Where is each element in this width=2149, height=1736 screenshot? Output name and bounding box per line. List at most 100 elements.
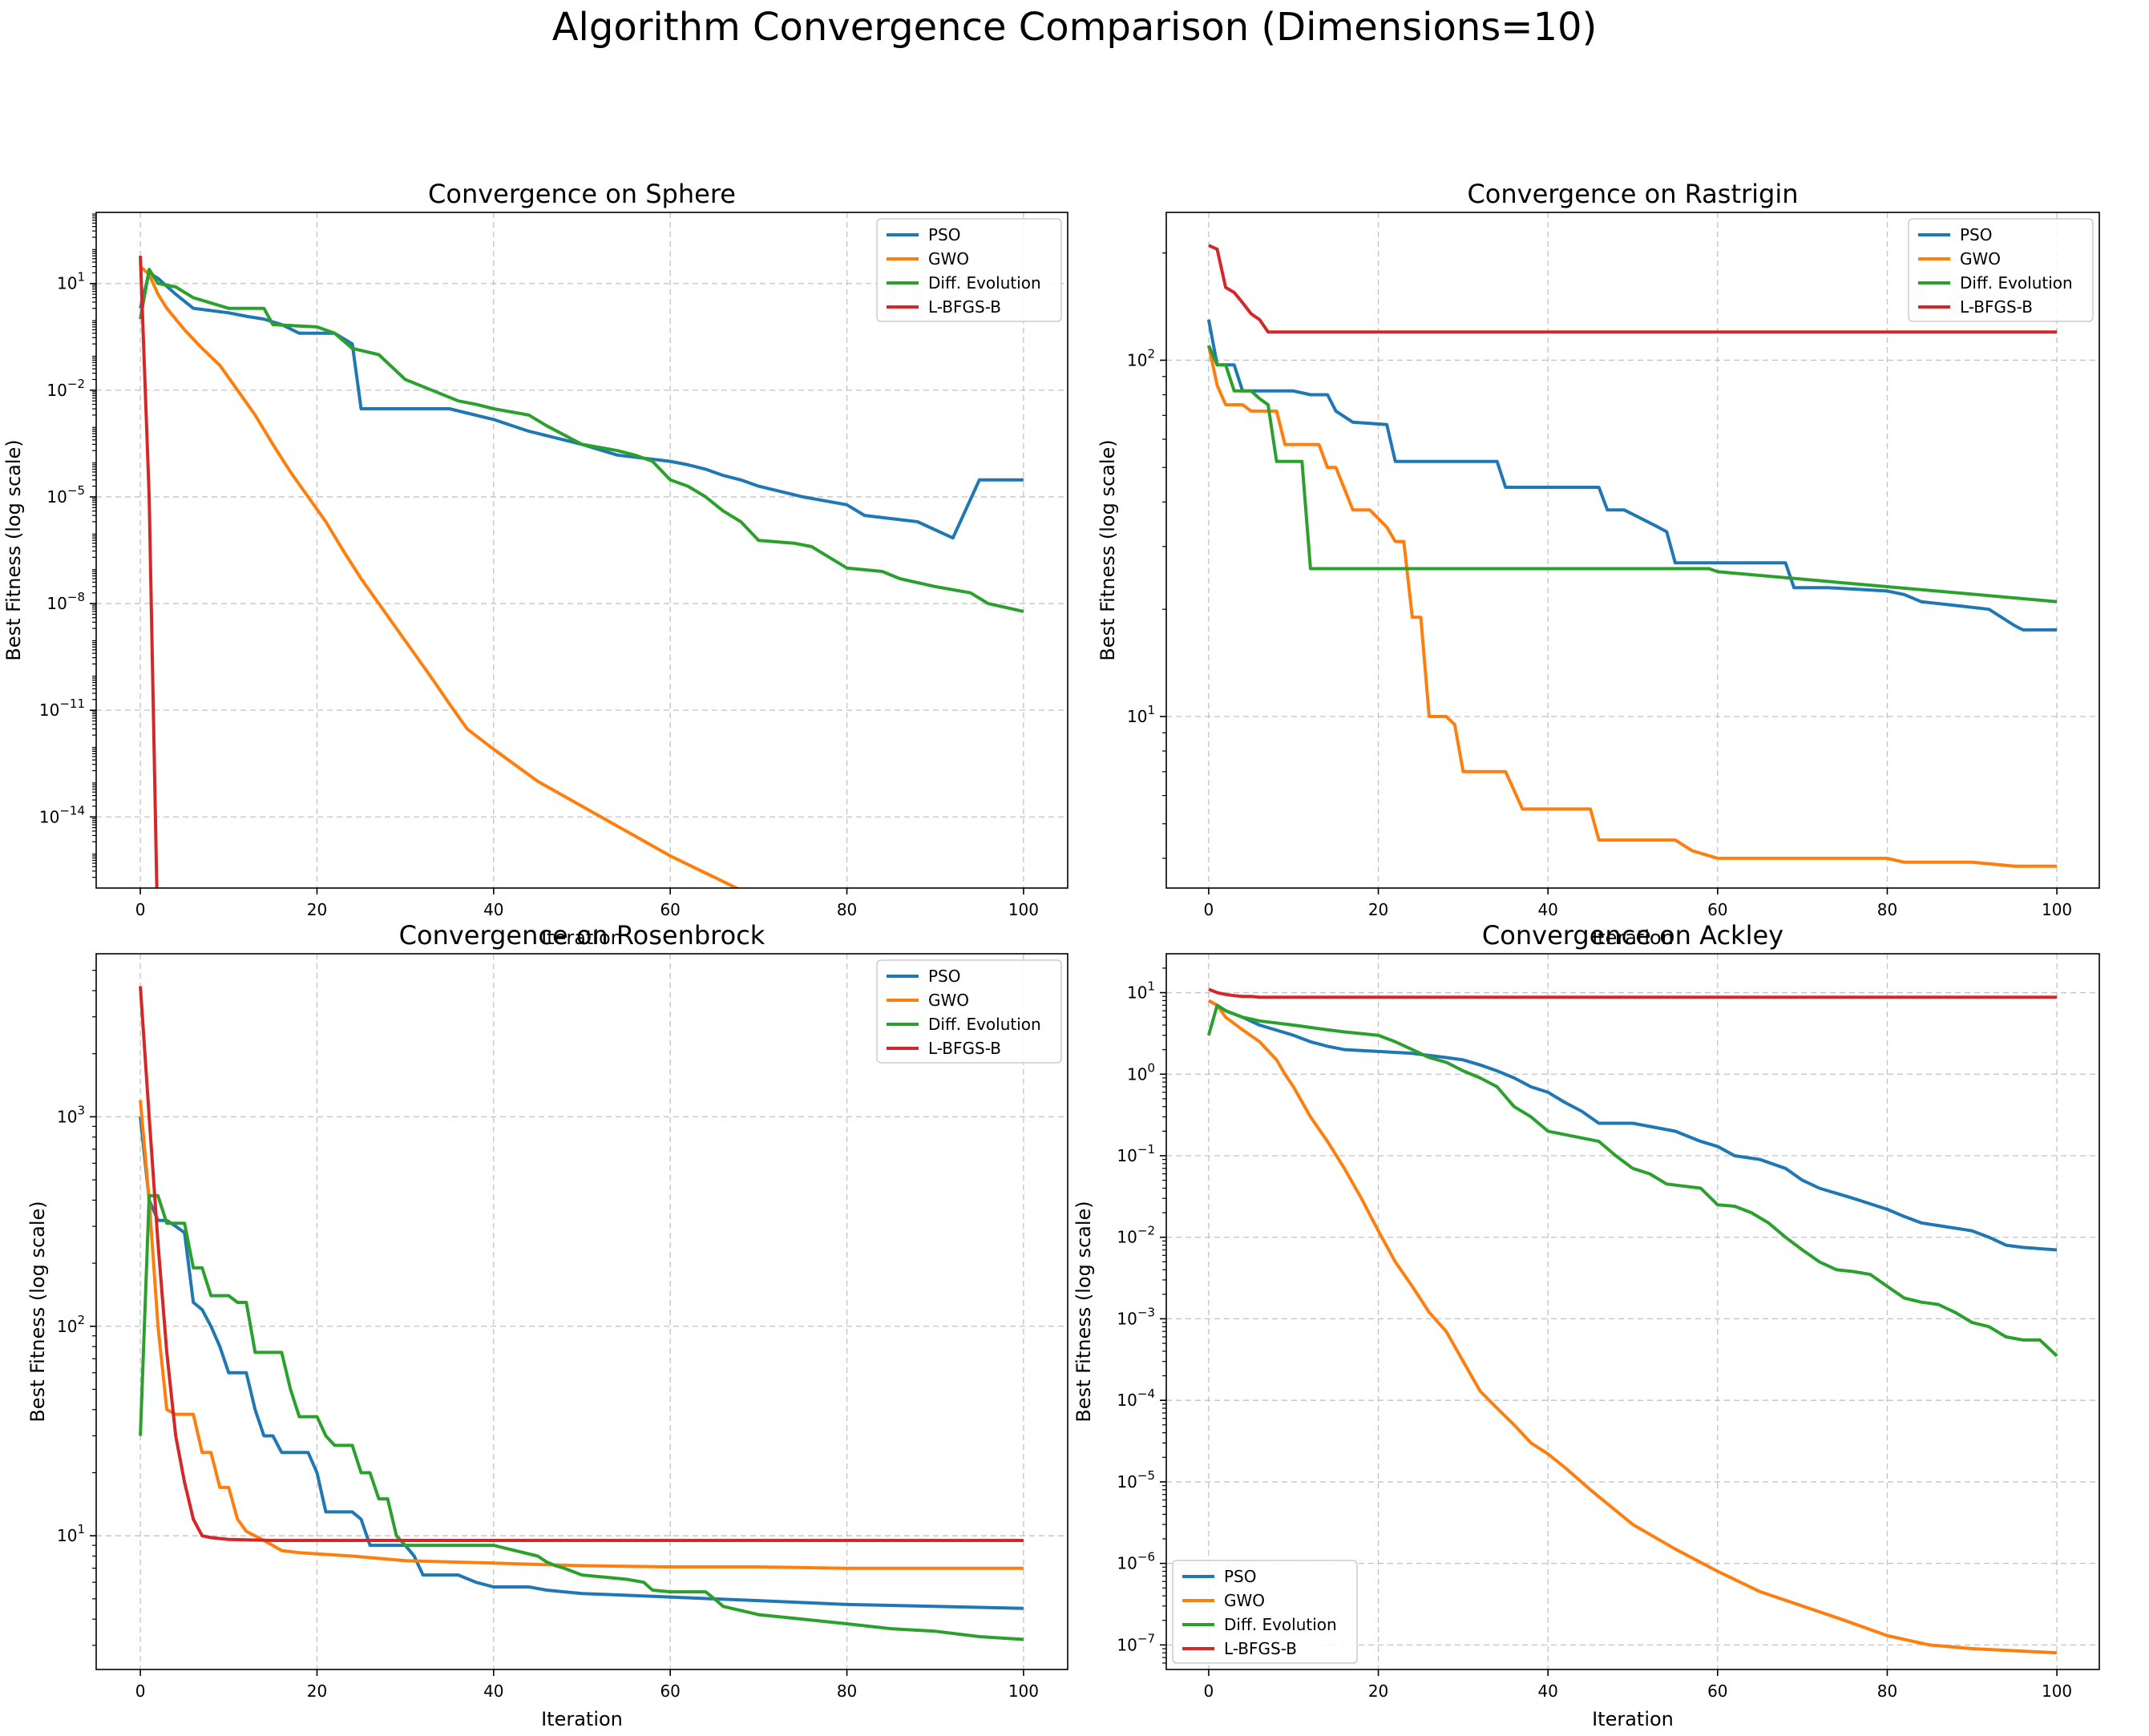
legend-label: Diff. Evolution — [928, 273, 1041, 293]
series-line — [1206, 319, 2058, 632]
legend-label: Diff. Evolution — [1224, 1615, 1337, 1634]
tick-label-y: 10−8 — [46, 590, 85, 613]
tick-label-x: 20 — [307, 1681, 327, 1701]
plot-area — [96, 212, 1068, 888]
tick-label-x: 60 — [1707, 900, 1727, 919]
tick-label-x: 20 — [1368, 1681, 1388, 1701]
tick-label-x: 80 — [837, 900, 857, 919]
tick-label-x: 80 — [1877, 900, 1897, 919]
subplot-sphere: 0 20 40 60 80 100 101 10−2 10−5 10−8 10−11 10−14 Con… — [2, 179, 1068, 949]
legend-label: PSO — [928, 225, 961, 244]
tick-label-x: 80 — [1877, 1681, 1897, 1701]
tick-label-y: 10−5 — [46, 483, 85, 507]
tick-label-x: 100 — [2042, 1681, 2072, 1701]
tick-label-x: 60 — [660, 900, 680, 919]
x-axis-label: Iteration — [1592, 927, 1674, 949]
series-line — [1207, 345, 2058, 604]
tick-label-x: 40 — [483, 1681, 503, 1701]
series-line — [1207, 999, 2058, 1252]
tick-label-x: 0 — [1204, 1681, 1214, 1701]
y-axis-label: Best Fitness (log scale) — [1072, 1201, 1095, 1422]
series-line — [139, 271, 1024, 540]
subplot-rastrigin: 0 20 40 60 80 100 102 101 Convergence on Rastrig… — [1097, 179, 2100, 949]
series-line — [139, 986, 1024, 1542]
legend-label: GWO — [1960, 249, 2001, 268]
series-line — [1206, 345, 2058, 868]
legend-label: GWO — [928, 249, 969, 268]
legend-label: L-BFGS-B — [928, 1039, 1001, 1058]
series-line — [139, 1116, 1024, 1610]
y-axis-label: Best Fitness (log scale) — [1097, 439, 1119, 660]
legend-label: L-BFGS-B — [928, 297, 1001, 317]
tick-label-y: 10−14 — [39, 803, 85, 826]
tick-label-x: 80 — [837, 1681, 857, 1701]
legend: PSO GWO Diff. Evolution L-BFGS-B — [1908, 218, 2094, 322]
tick-label-y: 10−2 — [1117, 1224, 1155, 1247]
subplot-ackley: 0 20 40 60 80 100 101 100 10−1 10−2 10−3 10−4 10−5 10… — [1072, 920, 2100, 1730]
tick-label-x: 60 — [1707, 1681, 1727, 1701]
legend-label: GWO — [1224, 1591, 1265, 1610]
tick-label-x: 20 — [1368, 900, 1388, 919]
plot-area — [1166, 954, 2099, 1669]
axes-frame — [1165, 212, 2100, 889]
tick-label-x: 100 — [1008, 1681, 1039, 1701]
tick-label-x: 20 — [307, 900, 327, 919]
tick-label-y: 10−4 — [1117, 1387, 1155, 1410]
series-line — [139, 1193, 1024, 1641]
tick-label-x: 60 — [660, 1681, 680, 1701]
legend-box — [1908, 218, 2094, 322]
series-line — [139, 268, 1024, 613]
legend: PSO GWO Diff. Evolution L-BFGS-B — [876, 959, 1062, 1064]
legend-label: Diff. Evolution — [928, 1015, 1041, 1034]
series-line — [1208, 987, 2058, 999]
tick-label-y: 101 — [1127, 703, 1155, 726]
axes-frame — [95, 212, 1068, 889]
tick-label-y: 100 — [1127, 1060, 1155, 1084]
legend-label: PSO — [928, 967, 961, 986]
subplot-title: Convergence on Rosenbrock — [399, 920, 765, 951]
legend-label: Diff. Evolution — [1960, 273, 2073, 293]
series-line — [139, 256, 159, 888]
legend: PSO GWO Diff. Evolution L-BFGS-B — [876, 218, 1062, 322]
legend-box — [876, 218, 1062, 322]
y-axis-label: Best Fitness (log scale) — [26, 1201, 49, 1422]
axes-frame — [95, 953, 1068, 1670]
subplot-title: Convergence on Rastrigin — [1467, 179, 1798, 209]
y-axis-label: Best Fitness (log scale) — [2, 439, 25, 660]
legend-box — [876, 959, 1062, 1064]
series-line — [1206, 1003, 2058, 1358]
tick-label-y: 101 — [57, 270, 85, 293]
x-axis-label: Iteration — [541, 1708, 623, 1730]
tick-label-y: 101 — [1127, 979, 1155, 1003]
tick-label-x: 40 — [483, 900, 503, 919]
legend-label: GWO — [928, 991, 969, 1010]
tick-label-x: 0 — [135, 1681, 146, 1701]
subplot-title: Convergence on Sphere — [428, 179, 736, 209]
legend-label: L-BFGS-B — [1224, 1639, 1297, 1658]
series-line — [1207, 999, 2058, 1655]
subplot-title: Convergence on Ackley — [1482, 920, 1783, 951]
tick-label-y: 102 — [1127, 346, 1155, 369]
tick-label-y: 102 — [57, 1313, 85, 1336]
axes-frame — [1165, 953, 2100, 1670]
tick-label-y: 10−3 — [1117, 1305, 1155, 1328]
tick-label-x: 100 — [1008, 900, 1039, 919]
tick-label-y: 10−2 — [46, 377, 85, 400]
x-axis-label: Iteration — [541, 927, 623, 949]
tick-label-y: 10−1 — [1117, 1142, 1155, 1165]
tick-label-x: 40 — [1537, 900, 1557, 919]
legend-label: PSO — [1224, 1567, 1257, 1586]
tick-label-x: 40 — [1537, 1681, 1557, 1701]
legend: PSO GWO Diff. Evolution L-BFGS-B — [1172, 1560, 1358, 1664]
tick-label-y: 10−6 — [1117, 1550, 1155, 1573]
tick-label-y: 10−11 — [39, 696, 85, 720]
figure-title: Algorithm Convergence Comparison (Dimens… — [551, 5, 1598, 50]
x-axis-label: Iteration — [1592, 1708, 1674, 1730]
tick-label-x: 0 — [135, 900, 146, 919]
tick-label-y: 10−7 — [1117, 1631, 1155, 1654]
plot-area — [96, 954, 1068, 1669]
legend-label: L-BFGS-B — [1960, 297, 2033, 317]
series-line — [1208, 244, 2058, 334]
legend-label: PSO — [1960, 225, 1993, 244]
